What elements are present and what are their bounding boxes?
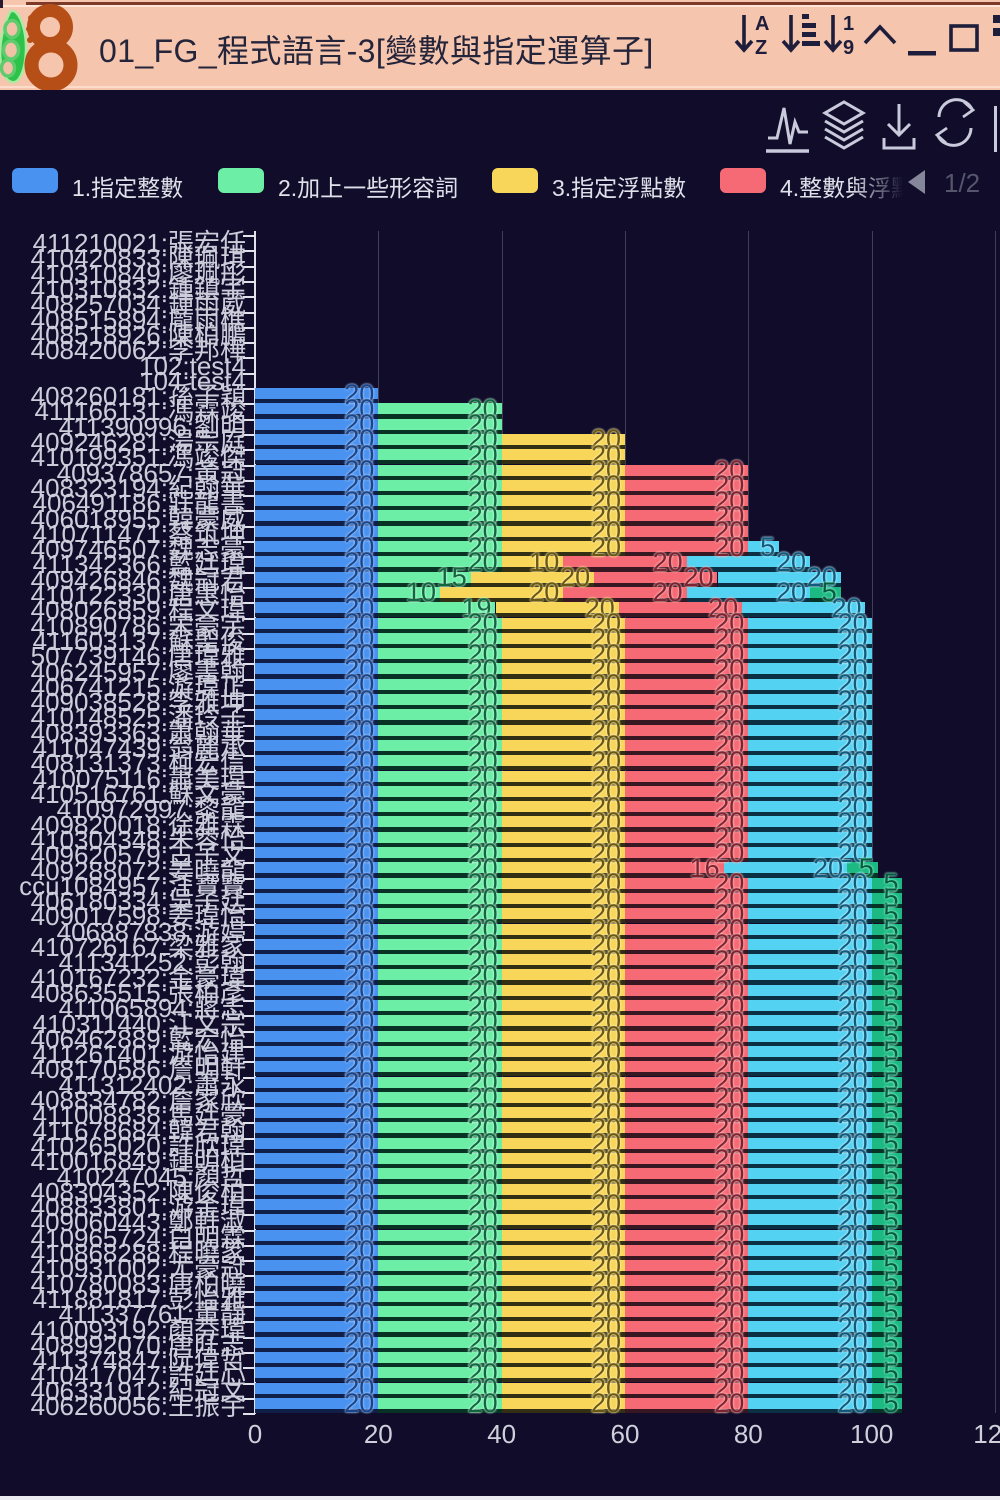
svg-text:Z: Z <box>755 37 767 58</box>
svg-text:A: A <box>755 13 769 35</box>
svg-text:1: 1 <box>843 13 854 35</box>
svg-text:9: 9 <box>843 37 854 58</box>
